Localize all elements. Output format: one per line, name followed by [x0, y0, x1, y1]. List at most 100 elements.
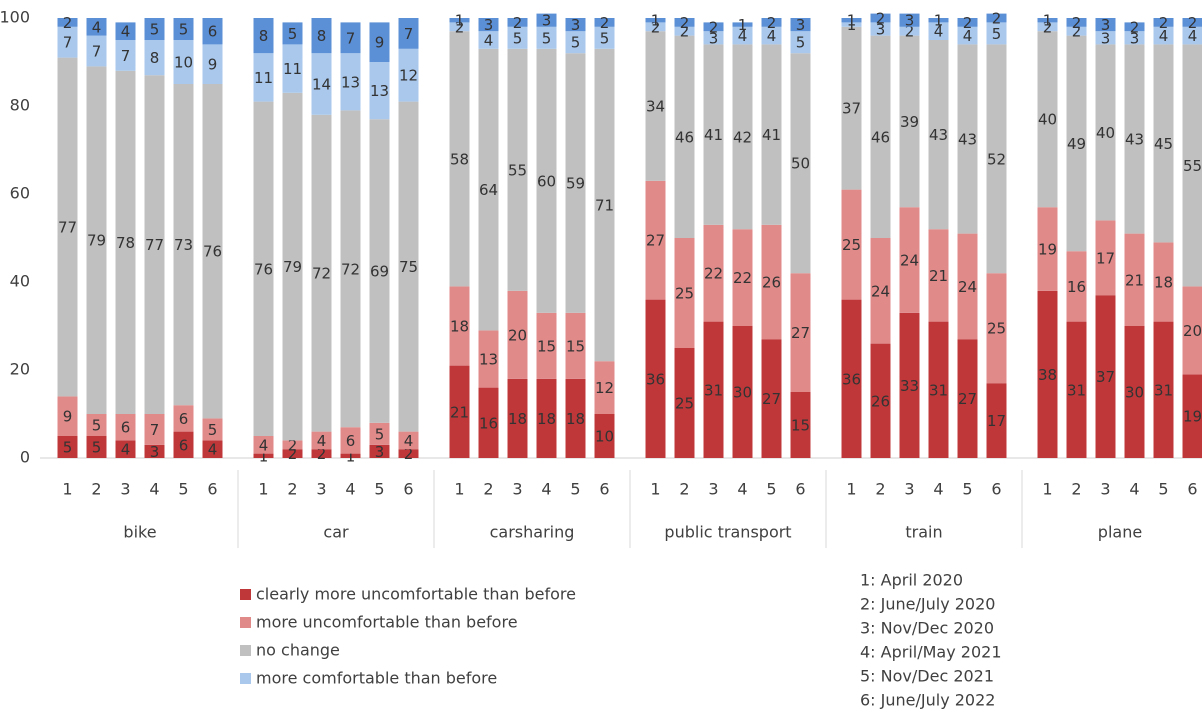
x-tick-label: 6: [795, 480, 805, 499]
x-tick-label: 3: [904, 480, 914, 499]
data-label: 27: [646, 232, 665, 250]
data-label: 4: [208, 441, 218, 459]
data-label: 26: [762, 274, 781, 292]
data-label: 14: [312, 76, 331, 94]
data-label: 18: [537, 410, 556, 428]
x-tick-label: 3: [1100, 480, 1110, 499]
group-label: train: [905, 523, 942, 542]
x-tick-label: 4: [933, 480, 943, 499]
data-label: 22: [733, 269, 752, 287]
group-label: carsharing: [490, 523, 575, 542]
wave-legend-label: 6: June/July 2022: [860, 691, 995, 710]
x-tick-label: 3: [708, 480, 718, 499]
data-label: 59: [566, 175, 585, 193]
data-label: 4: [317, 432, 327, 450]
data-label: 13: [341, 73, 360, 91]
data-label: 5: [992, 25, 1002, 43]
data-label: 18: [450, 318, 469, 336]
data-label: 4: [259, 436, 269, 454]
data-label: 25: [675, 285, 694, 303]
x-tick-label: 5: [178, 480, 188, 499]
data-label: 3: [796, 16, 806, 34]
data-label: 41: [762, 126, 781, 144]
data-label: 7: [404, 25, 414, 43]
data-label: 40: [1096, 124, 1115, 142]
data-label: 76: [203, 243, 222, 261]
data-label: 42: [733, 128, 752, 146]
data-label: 8: [150, 49, 160, 67]
data-label: 22: [704, 265, 723, 283]
data-label: 13: [479, 351, 498, 369]
data-label: 3: [484, 16, 494, 34]
data-label: 46: [871, 128, 890, 146]
data-label: 16: [479, 414, 498, 432]
group-label: public transport: [664, 523, 791, 542]
data-label: 2: [1072, 14, 1082, 32]
y-tick-label: 0: [20, 448, 30, 467]
data-label: 11: [254, 69, 273, 87]
data-label: 7: [346, 29, 356, 47]
x-tick-label: 3: [512, 480, 522, 499]
data-label: 45: [1154, 135, 1173, 153]
data-label: 15: [791, 417, 810, 435]
data-label: 27: [762, 390, 781, 408]
data-label: 25: [987, 320, 1006, 338]
data-label: 9: [63, 408, 73, 426]
data-label: 2: [1188, 14, 1198, 32]
x-tick-label: 3: [120, 480, 130, 499]
data-label: 2: [963, 14, 973, 32]
data-label: 71: [595, 197, 614, 215]
x-tick-label: 3: [316, 480, 326, 499]
group-label: bike: [123, 523, 156, 542]
data-label: 2: [680, 14, 690, 32]
data-label: 5: [600, 29, 610, 47]
data-label: 5: [63, 439, 73, 457]
data-label: 72: [341, 260, 360, 278]
data-label: 77: [58, 219, 77, 237]
data-label: 3: [571, 16, 581, 34]
data-label: 40: [1038, 111, 1057, 129]
data-label: 37: [842, 100, 861, 118]
data-label: 2: [767, 14, 777, 32]
data-label: 1: [847, 12, 857, 30]
data-label: 11: [283, 60, 302, 78]
data-label: 46: [675, 128, 694, 146]
data-label: 9: [375, 34, 385, 52]
x-tick-label: 4: [737, 480, 747, 499]
x-tick-label: 6: [599, 480, 609, 499]
data-label: 17: [987, 412, 1006, 430]
data-label: 21: [450, 403, 469, 421]
data-label: 13: [370, 82, 389, 100]
data-label: 3: [905, 12, 915, 30]
data-label: 15: [537, 337, 556, 355]
data-label: 78: [116, 234, 135, 252]
x-tick-label: 1: [454, 480, 464, 499]
data-label: 36: [646, 370, 665, 388]
legend-label: no change: [256, 641, 340, 660]
data-label: 19: [1183, 408, 1202, 426]
x-tick-label: 6: [991, 480, 1001, 499]
data-label: 69: [370, 263, 389, 281]
x-tick-label: 2: [287, 480, 297, 499]
x-tick-label: 6: [1187, 480, 1197, 499]
legend-swatch: [240, 645, 251, 656]
data-label: 6: [121, 419, 131, 437]
x-tick-label: 2: [679, 480, 689, 499]
data-label: 4: [484, 32, 494, 50]
y-tick-label: 40: [10, 272, 30, 291]
y-tick-label: 20: [10, 360, 30, 379]
legend-swatch: [240, 673, 251, 684]
data-label: 76: [254, 260, 273, 278]
data-label: 5: [571, 34, 581, 52]
data-label: 3: [375, 443, 385, 461]
data-label: 43: [958, 131, 977, 149]
data-label: 2: [709, 18, 719, 36]
data-label: 10: [174, 54, 193, 72]
data-label: 72: [312, 265, 331, 283]
wave-legend-label: 2: June/July 2020: [860, 595, 995, 614]
data-label: 5: [288, 25, 298, 43]
wave-legend-label: 4: April/May 2021: [860, 643, 1002, 662]
data-label: 58: [450, 150, 469, 168]
data-label: 31: [1154, 381, 1173, 399]
data-label: 1: [934, 12, 944, 30]
